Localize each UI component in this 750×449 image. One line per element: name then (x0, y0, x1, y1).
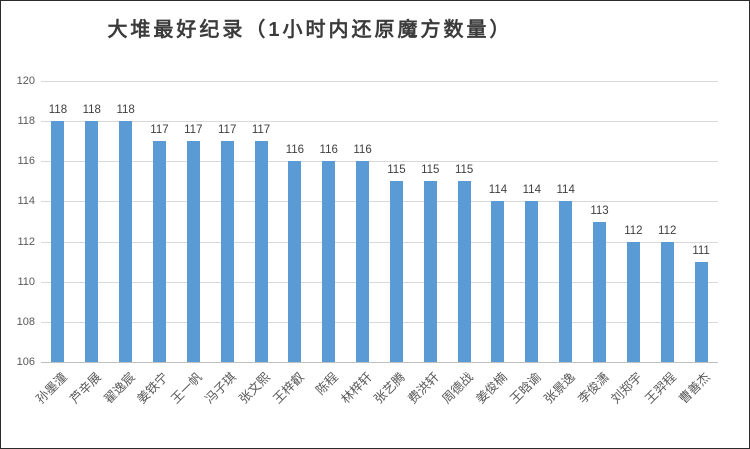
bar (626, 241, 640, 362)
x-axis-line (41, 362, 718, 363)
bar (356, 161, 370, 362)
bar-value-label: 115 (454, 164, 474, 177)
bar (254, 141, 268, 362)
gridline (41, 321, 718, 323)
bar-value-label: 115 (387, 164, 406, 177)
bar-value-label: 112 (658, 224, 677, 237)
bar-value-label: 116 (285, 144, 305, 157)
bar-value-label: 115 (421, 164, 440, 177)
bar (525, 201, 539, 362)
bar (694, 261, 708, 362)
gridline (41, 201, 718, 203)
bar-value-label: 112 (624, 224, 643, 237)
gridline (41, 81, 718, 82)
bar (288, 161, 302, 362)
bar-value-label: 117 (150, 124, 169, 137)
x-axis: 孙墨潼 芦辛展 翟逸宸 姜铁宁 王一帆 冯子琪 张文熙 王梓叡 陈程 林梓轩 张艺腾 费洪轩 周德战 姜俊… (1, 362, 749, 448)
bar-value-label: 111 (692, 244, 710, 257)
bar-value-label: 113 (590, 204, 609, 217)
bar-value-label: 118 (48, 104, 68, 117)
bar (186, 141, 200, 362)
bar-value-label: 118 (82, 104, 101, 117)
bar-value-label: 117 (251, 124, 271, 137)
bar (457, 181, 471, 362)
gridline (41, 121, 718, 123)
bar-value-label: 114 (488, 184, 508, 197)
bar (389, 181, 403, 362)
bar (491, 201, 505, 362)
y-tick-label: 118 (17, 115, 35, 128)
bar (220, 141, 234, 362)
bar (660, 241, 674, 362)
bar-value-label: 117 (184, 124, 203, 137)
y-tick-label: 120 (16, 75, 35, 87)
gridline (41, 161, 718, 163)
gridline (41, 281, 718, 283)
bar (152, 141, 166, 362)
y-tick-label: 108 (16, 315, 35, 328)
plot-area: 118 118 118 117 117 117 117 116 116 116 115 115 115 1… (41, 81, 718, 363)
bar-value-label: 114 (522, 184, 541, 197)
y-tick-label: 114 (17, 195, 35, 208)
bar (593, 221, 607, 362)
bar (559, 201, 573, 362)
y-tick-label: 116 (17, 155, 35, 168)
gridline (41, 241, 718, 243)
bar (85, 121, 99, 362)
bar-value-label: 117 (218, 124, 237, 137)
bar (51, 121, 65, 362)
bar-value-label: 116 (319, 144, 338, 157)
chart-title: 大堆最好纪录（1小时内还原魔方数量） (107, 19, 513, 41)
bar-value-label: 114 (556, 184, 575, 197)
y-tick-label: 110 (17, 275, 35, 288)
y-tick-label: 112 (17, 235, 35, 248)
bar (322, 161, 336, 362)
bar-value-label: 116 (353, 144, 372, 157)
bar (423, 181, 437, 362)
bar (119, 121, 133, 362)
bar-value-label: 118 (116, 104, 135, 117)
y-tick-label: 106 (16, 356, 35, 368)
